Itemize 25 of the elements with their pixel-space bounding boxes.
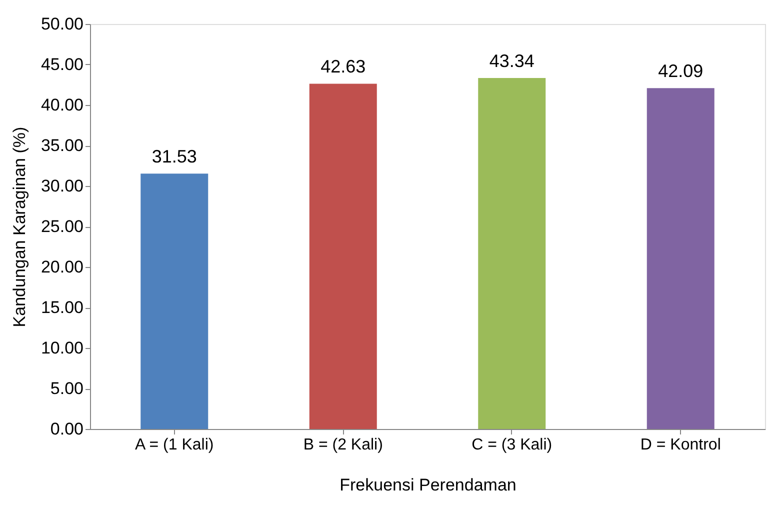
data-label: 31.53: [152, 146, 197, 167]
y-tick-label: 5.00: [50, 379, 84, 398]
y-tick-label: 20.00: [40, 258, 84, 276]
bar: [140, 174, 208, 429]
data-label: 42.09: [658, 61, 704, 82]
x-tick-label: D = Kontrol: [640, 436, 721, 454]
x-tick-label: C = (3 Kali): [472, 436, 552, 454]
bar: [478, 78, 546, 429]
y-tick-label: 0.00: [50, 420, 84, 438]
y-tick-label: 30.00: [40, 176, 84, 196]
x-tick-label: A = (1 Kali): [135, 436, 214, 454]
y-tick-label: 35.00: [40, 136, 84, 155]
y-tick-label: 10.00: [40, 338, 84, 358]
y-axis-title: Kandungan Karaginan (%): [10, 126, 29, 328]
y-tick-label: 45.00: [40, 55, 84, 74]
bar: [309, 84, 377, 429]
data-label: 43.34: [489, 50, 534, 71]
y-tick-label: 40.00: [40, 96, 84, 114]
y-tick-label: 50.00: [40, 14, 84, 34]
x-tick-label: B = (2 Kali): [303, 436, 383, 454]
bar: [646, 88, 714, 429]
data-label: 42.63: [320, 56, 366, 77]
y-tick-label: 25.00: [40, 217, 84, 236]
x-axis-title: Frekuensi Perendaman: [340, 476, 516, 494]
y-tick-label: 15.00: [40, 298, 84, 317]
